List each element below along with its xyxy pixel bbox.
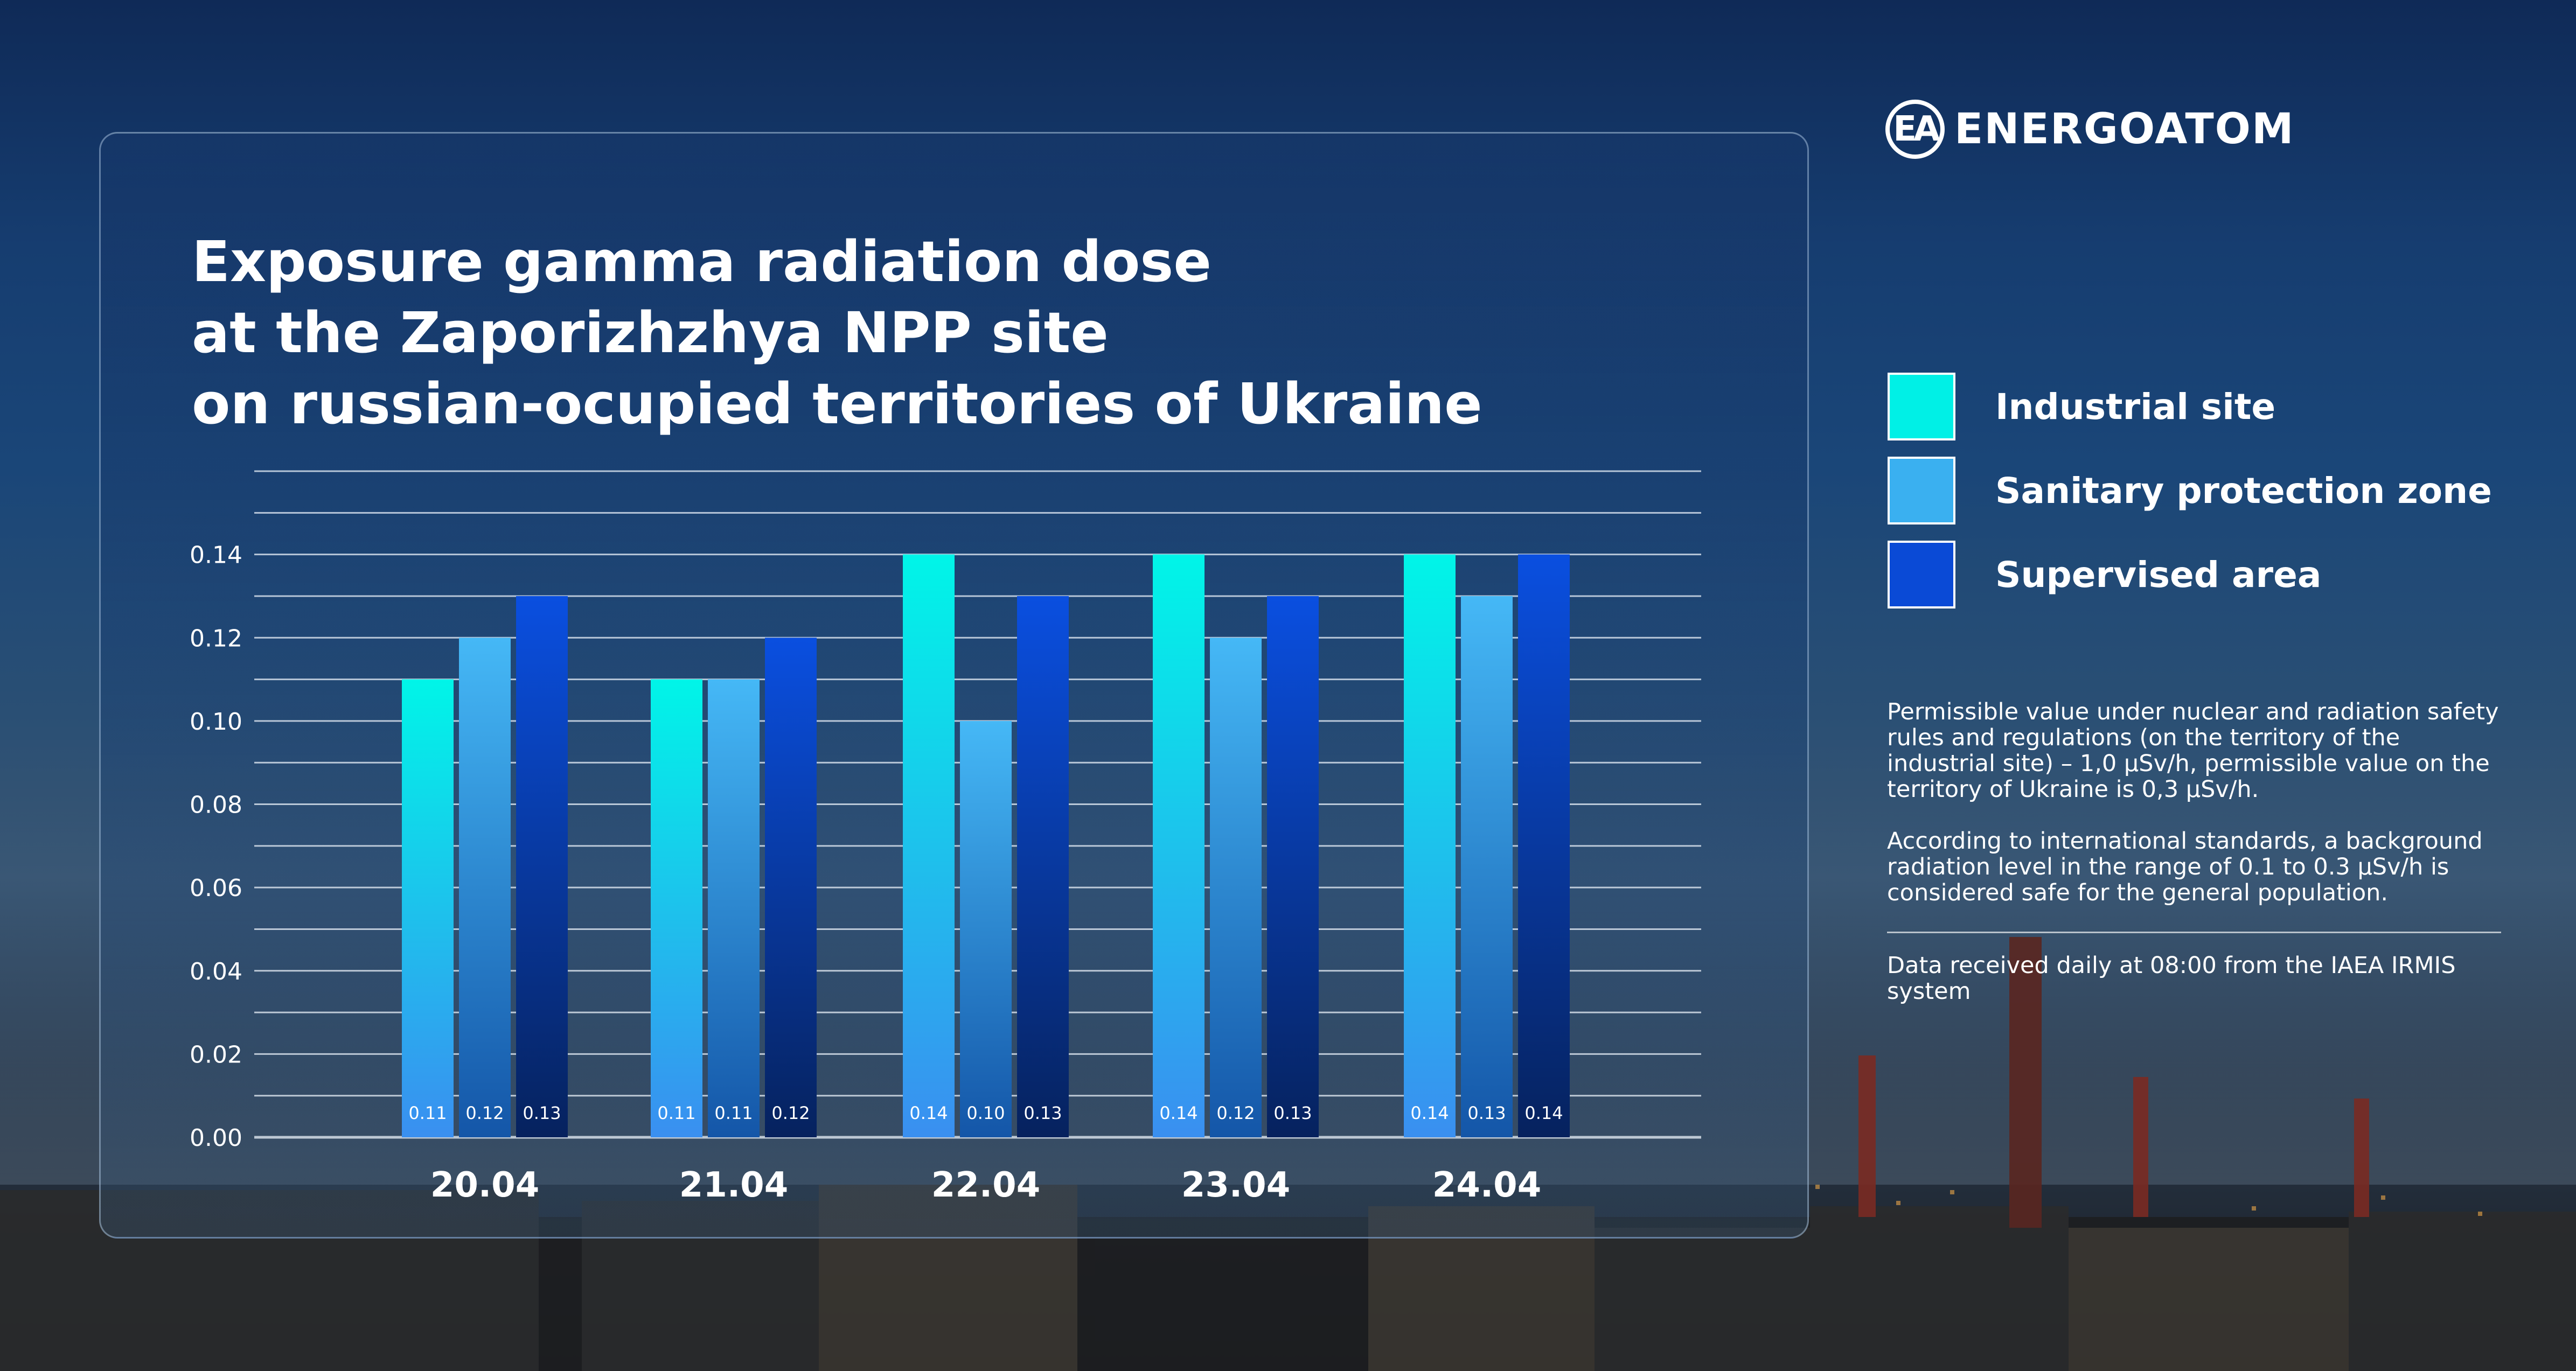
- energoatom-logo: EA ENERGOATOM: [1885, 97, 2295, 162]
- title-line: at the Zaporizhzhya NPP site: [192, 300, 1109, 366]
- legend-swatch: [1888, 457, 1955, 524]
- legend-label: Supervised area: [1995, 554, 2322, 596]
- permissible-note: Permissible value under nuclear and radi…: [1887, 698, 2499, 803]
- legend-item-sanitary-protection-zone: Sanitary protection zone: [1888, 456, 2492, 526]
- bar: [651, 679, 702, 1137]
- title-line: on russian-ocupied territories of Ukrain…: [192, 371, 1482, 437]
- y-tick-label: 0.10: [190, 708, 242, 736]
- x-tick-label: 20.04: [430, 1165, 539, 1205]
- bar: [1017, 596, 1069, 1137]
- bar-value-label: 0.13: [523, 1103, 561, 1123]
- x-tick-label: 21.04: [679, 1165, 788, 1205]
- bar: [1267, 596, 1319, 1137]
- bar: [516, 596, 568, 1137]
- y-tick-label: 0.12: [190, 625, 242, 652]
- bar: [1404, 554, 1456, 1137]
- legend-swatch: [1888, 541, 1955, 608]
- bar: [402, 679, 454, 1137]
- y-tick-label: 0.00: [190, 1124, 242, 1152]
- bar-value-label: 0.13: [1024, 1103, 1062, 1123]
- bar-value-label: 0.14: [1410, 1103, 1449, 1123]
- bar-value-label: 0.12: [1216, 1103, 1255, 1123]
- bar-value-label: 0.11: [714, 1103, 753, 1123]
- y-tick-label: 0.08: [190, 792, 242, 819]
- y-tick-label: 0.14: [190, 542, 242, 569]
- legend-swatch: [1888, 373, 1955, 440]
- legend-item-industrial-site: Industrial site: [1888, 372, 2492, 442]
- window-lights: [1815, 1185, 2482, 1216]
- notes-block: Permissible value under nuclear and radi…: [1887, 699, 2507, 1030]
- logo-icon: EA: [1885, 100, 1945, 159]
- legend-item-supervised-area: Supervised area: [1888, 540, 2492, 610]
- bar-value-label: 0.12: [771, 1103, 810, 1123]
- bar: [1518, 554, 1570, 1137]
- bar-value-label: 0.13: [1273, 1103, 1312, 1123]
- logo-wordmark: ENERGOATOM: [1954, 105, 2295, 153]
- bar-value-label: 0.13: [1467, 1103, 1506, 1123]
- bar-value-label: 0.11: [408, 1103, 447, 1123]
- x-tick-label: 23.04: [1181, 1165, 1290, 1205]
- chart-title: Exposure gamma radiation dose at the Zap…: [192, 226, 1592, 439]
- bar: [960, 721, 1012, 1137]
- background-note: According to international standards, a …: [1887, 828, 2483, 906]
- title-line: Exposure gamma radiation dose: [192, 229, 1212, 295]
- x-tick-label: 24.04: [1432, 1165, 1541, 1205]
- bar-value-label: 0.14: [1159, 1103, 1198, 1123]
- chart-legend: Industrial site Sanitary protection zone…: [1888, 372, 2492, 624]
- bar-value-label: 0.10: [966, 1103, 1005, 1123]
- bar-value-label: 0.14: [909, 1103, 948, 1123]
- bar: [1461, 596, 1513, 1137]
- source-note: Data received daily at 08:00 from the IA…: [1887, 952, 2456, 1005]
- bar-value-label: 0.11: [657, 1103, 695, 1123]
- bar: [1210, 638, 1262, 1137]
- legend-label: Industrial site: [1995, 386, 2276, 428]
- bar: [903, 554, 955, 1137]
- y-tick-label: 0.06: [190, 875, 242, 902]
- y-tick-label: 0.04: [190, 958, 242, 985]
- bar: [765, 638, 817, 1137]
- bar: [1153, 554, 1205, 1137]
- x-tick-label: 22.04: [931, 1165, 1040, 1205]
- y-tick-label: 0.02: [190, 1041, 242, 1068]
- bar: [708, 679, 760, 1137]
- notes-divider: [1887, 932, 2501, 933]
- legend-label: Sanitary protection zone: [1995, 470, 2492, 512]
- bar: [459, 638, 511, 1137]
- bar-value-label: 0.14: [1524, 1103, 1563, 1123]
- bar-value-label: 0.12: [465, 1103, 504, 1123]
